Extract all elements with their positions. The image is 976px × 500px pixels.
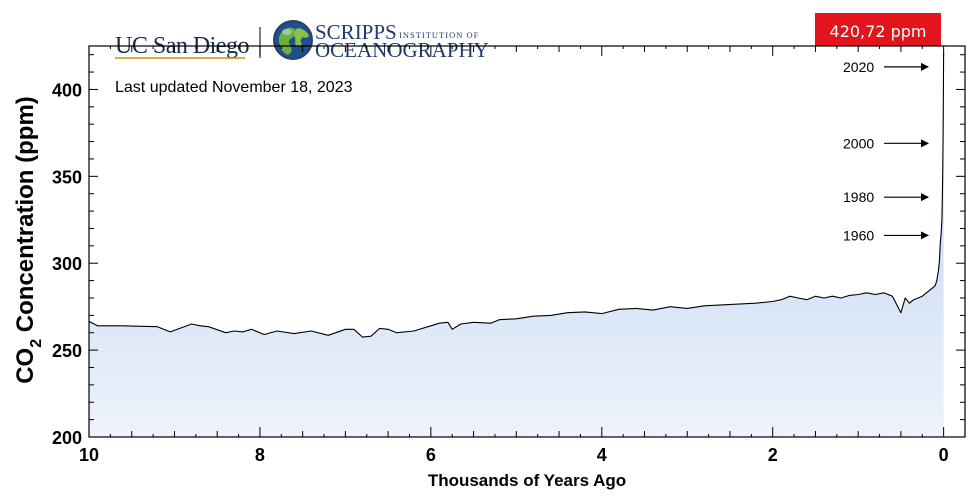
scripps-logo-small: INSTITUTION OF bbox=[399, 30, 479, 40]
y-tick-label: 300 bbox=[52, 254, 82, 274]
x-tick-label: 4 bbox=[597, 445, 607, 465]
last-updated-text: Last updated November 18, 2023 bbox=[115, 79, 353, 96]
x-tick-label: 0 bbox=[939, 445, 949, 465]
x-tick-label: 2 bbox=[768, 445, 778, 465]
y-tick-label: 350 bbox=[52, 167, 82, 187]
year-annotation-label: 2000 bbox=[843, 135, 874, 151]
y-axis-title: CO2 Concentration (ppm) bbox=[12, 96, 45, 384]
year-annotation-label: 2020 bbox=[843, 59, 874, 75]
y-axis-title-rest: Concentration (ppm) bbox=[12, 96, 39, 339]
y-tick-label: 200 bbox=[52, 428, 82, 448]
y-axis-title-main: CO bbox=[12, 348, 39, 384]
scripps-logo: SCRIPPS INSTITUTION OF OCEANOGRAPHY bbox=[315, 20, 489, 62]
y-tick-label: 400 bbox=[52, 80, 82, 100]
area-layer bbox=[88, 53, 945, 438]
x-tick-label: 10 bbox=[79, 445, 99, 465]
y-tick-label: 250 bbox=[52, 341, 82, 361]
axis-frame bbox=[88, 45, 966, 438]
globe-icon bbox=[273, 20, 313, 60]
year-annotation-label: 1960 bbox=[843, 227, 874, 243]
x-tick-label: 8 bbox=[255, 445, 265, 465]
scripps-logo-line2: OCEANOGRAPHY bbox=[315, 38, 489, 62]
year-annotation-label: 1980 bbox=[843, 189, 874, 205]
y-axis-title-sub: 2 bbox=[28, 339, 45, 348]
annotations-layer: 2020 2000 1980 1960 bbox=[843, 59, 929, 243]
plot-frame bbox=[88, 45, 966, 438]
scripps-logo-line1: SCRIPPS bbox=[315, 20, 397, 44]
co2-area-fill bbox=[89, 53, 944, 438]
co2-series-line bbox=[88, 53, 945, 338]
current-value-text: 420,72 ppm bbox=[830, 22, 927, 41]
x-tick-label: 6 bbox=[426, 445, 436, 465]
current-value-badge: 420,72 ppm bbox=[815, 13, 941, 46]
tick-labels-layer: 200 250 300 350 400 10 8 6 4 2 0 bbox=[52, 80, 949, 465]
x-axis-title: Thousands of Years Ago bbox=[428, 471, 626, 490]
